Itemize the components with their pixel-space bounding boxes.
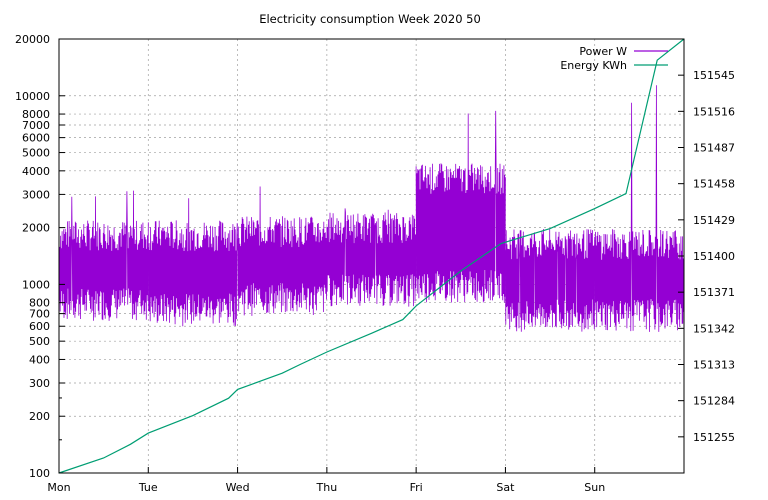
x-tick-label: Sat (496, 481, 515, 494)
left-tick-label: 8000 (22, 108, 50, 121)
right-tick-label: 151313 (693, 359, 735, 372)
right-tick-label: 151487 (693, 142, 735, 155)
left-tick-label: 500 (29, 335, 50, 348)
left-tick-label: 400 (29, 353, 50, 366)
right-tick-label: 151342 (693, 322, 735, 335)
left-tick-label: 2000 (22, 222, 50, 235)
left-tick-label: 6000 (22, 132, 50, 145)
power-segment (415, 110, 506, 303)
left-tick-label: 4000 (22, 165, 50, 178)
power-series (58, 85, 685, 332)
power-segment (237, 186, 328, 316)
left-tick-label: 100 (29, 467, 50, 480)
x-tick-label: Fri (410, 481, 423, 494)
right-tick-label: 151400 (693, 250, 735, 263)
right-tick-label: 151255 (693, 431, 735, 444)
right-tick-label: 151371 (693, 286, 735, 299)
power-segment (326, 208, 417, 307)
right-tick-label: 151284 (693, 395, 735, 408)
energy-line (58, 38, 685, 474)
legend-item-power: Power W (579, 45, 668, 58)
x-tick-label: Mon (47, 481, 70, 494)
left-tick-label: 200 (29, 410, 50, 423)
chart-title: Electricity consumption Week 2020 50 (259, 12, 481, 26)
legend-item-energy: Energy KWh (560, 59, 668, 72)
left-tick-label: 600 (29, 320, 50, 333)
left-tick-label: 7000 (22, 119, 50, 132)
legend: Power W Energy KWh (560, 45, 668, 72)
right-axis: 151255 151284 151313 151342 151371 151400 1514… (678, 69, 735, 444)
left-tick-label: 800 (29, 297, 50, 310)
x-tick-label: Sun (584, 481, 605, 494)
right-tick-label: 151458 (693, 178, 735, 191)
x-tick-label: Tue (138, 481, 158, 494)
left-tick-label: 5000 (22, 147, 50, 160)
power-segment (147, 198, 238, 327)
legend-label-power: Power W (579, 45, 627, 58)
power-segment (505, 228, 596, 332)
left-tick-label: 20000 (15, 33, 50, 46)
x-tick-label: Thu (316, 481, 338, 494)
x-axis: Mon Tue Wed Thu Fri Sat Sun (47, 467, 605, 494)
left-tick-label: 1000 (22, 278, 50, 291)
left-tick-label: 3000 (22, 188, 50, 201)
left-tick-label: 10000 (15, 90, 50, 103)
energy-series (58, 38, 685, 474)
left-tick-label: 700 (29, 308, 50, 321)
right-tick-label: 151429 (693, 214, 735, 227)
legend-label-energy: Energy KWh (560, 59, 627, 72)
right-tick-label: 151516 (693, 105, 735, 118)
x-tick-label: Wed (226, 481, 250, 494)
power-segment (594, 85, 685, 332)
right-tick-label: 151545 (693, 69, 735, 82)
left-tick-label: 300 (29, 377, 50, 390)
power-segment (58, 190, 149, 321)
